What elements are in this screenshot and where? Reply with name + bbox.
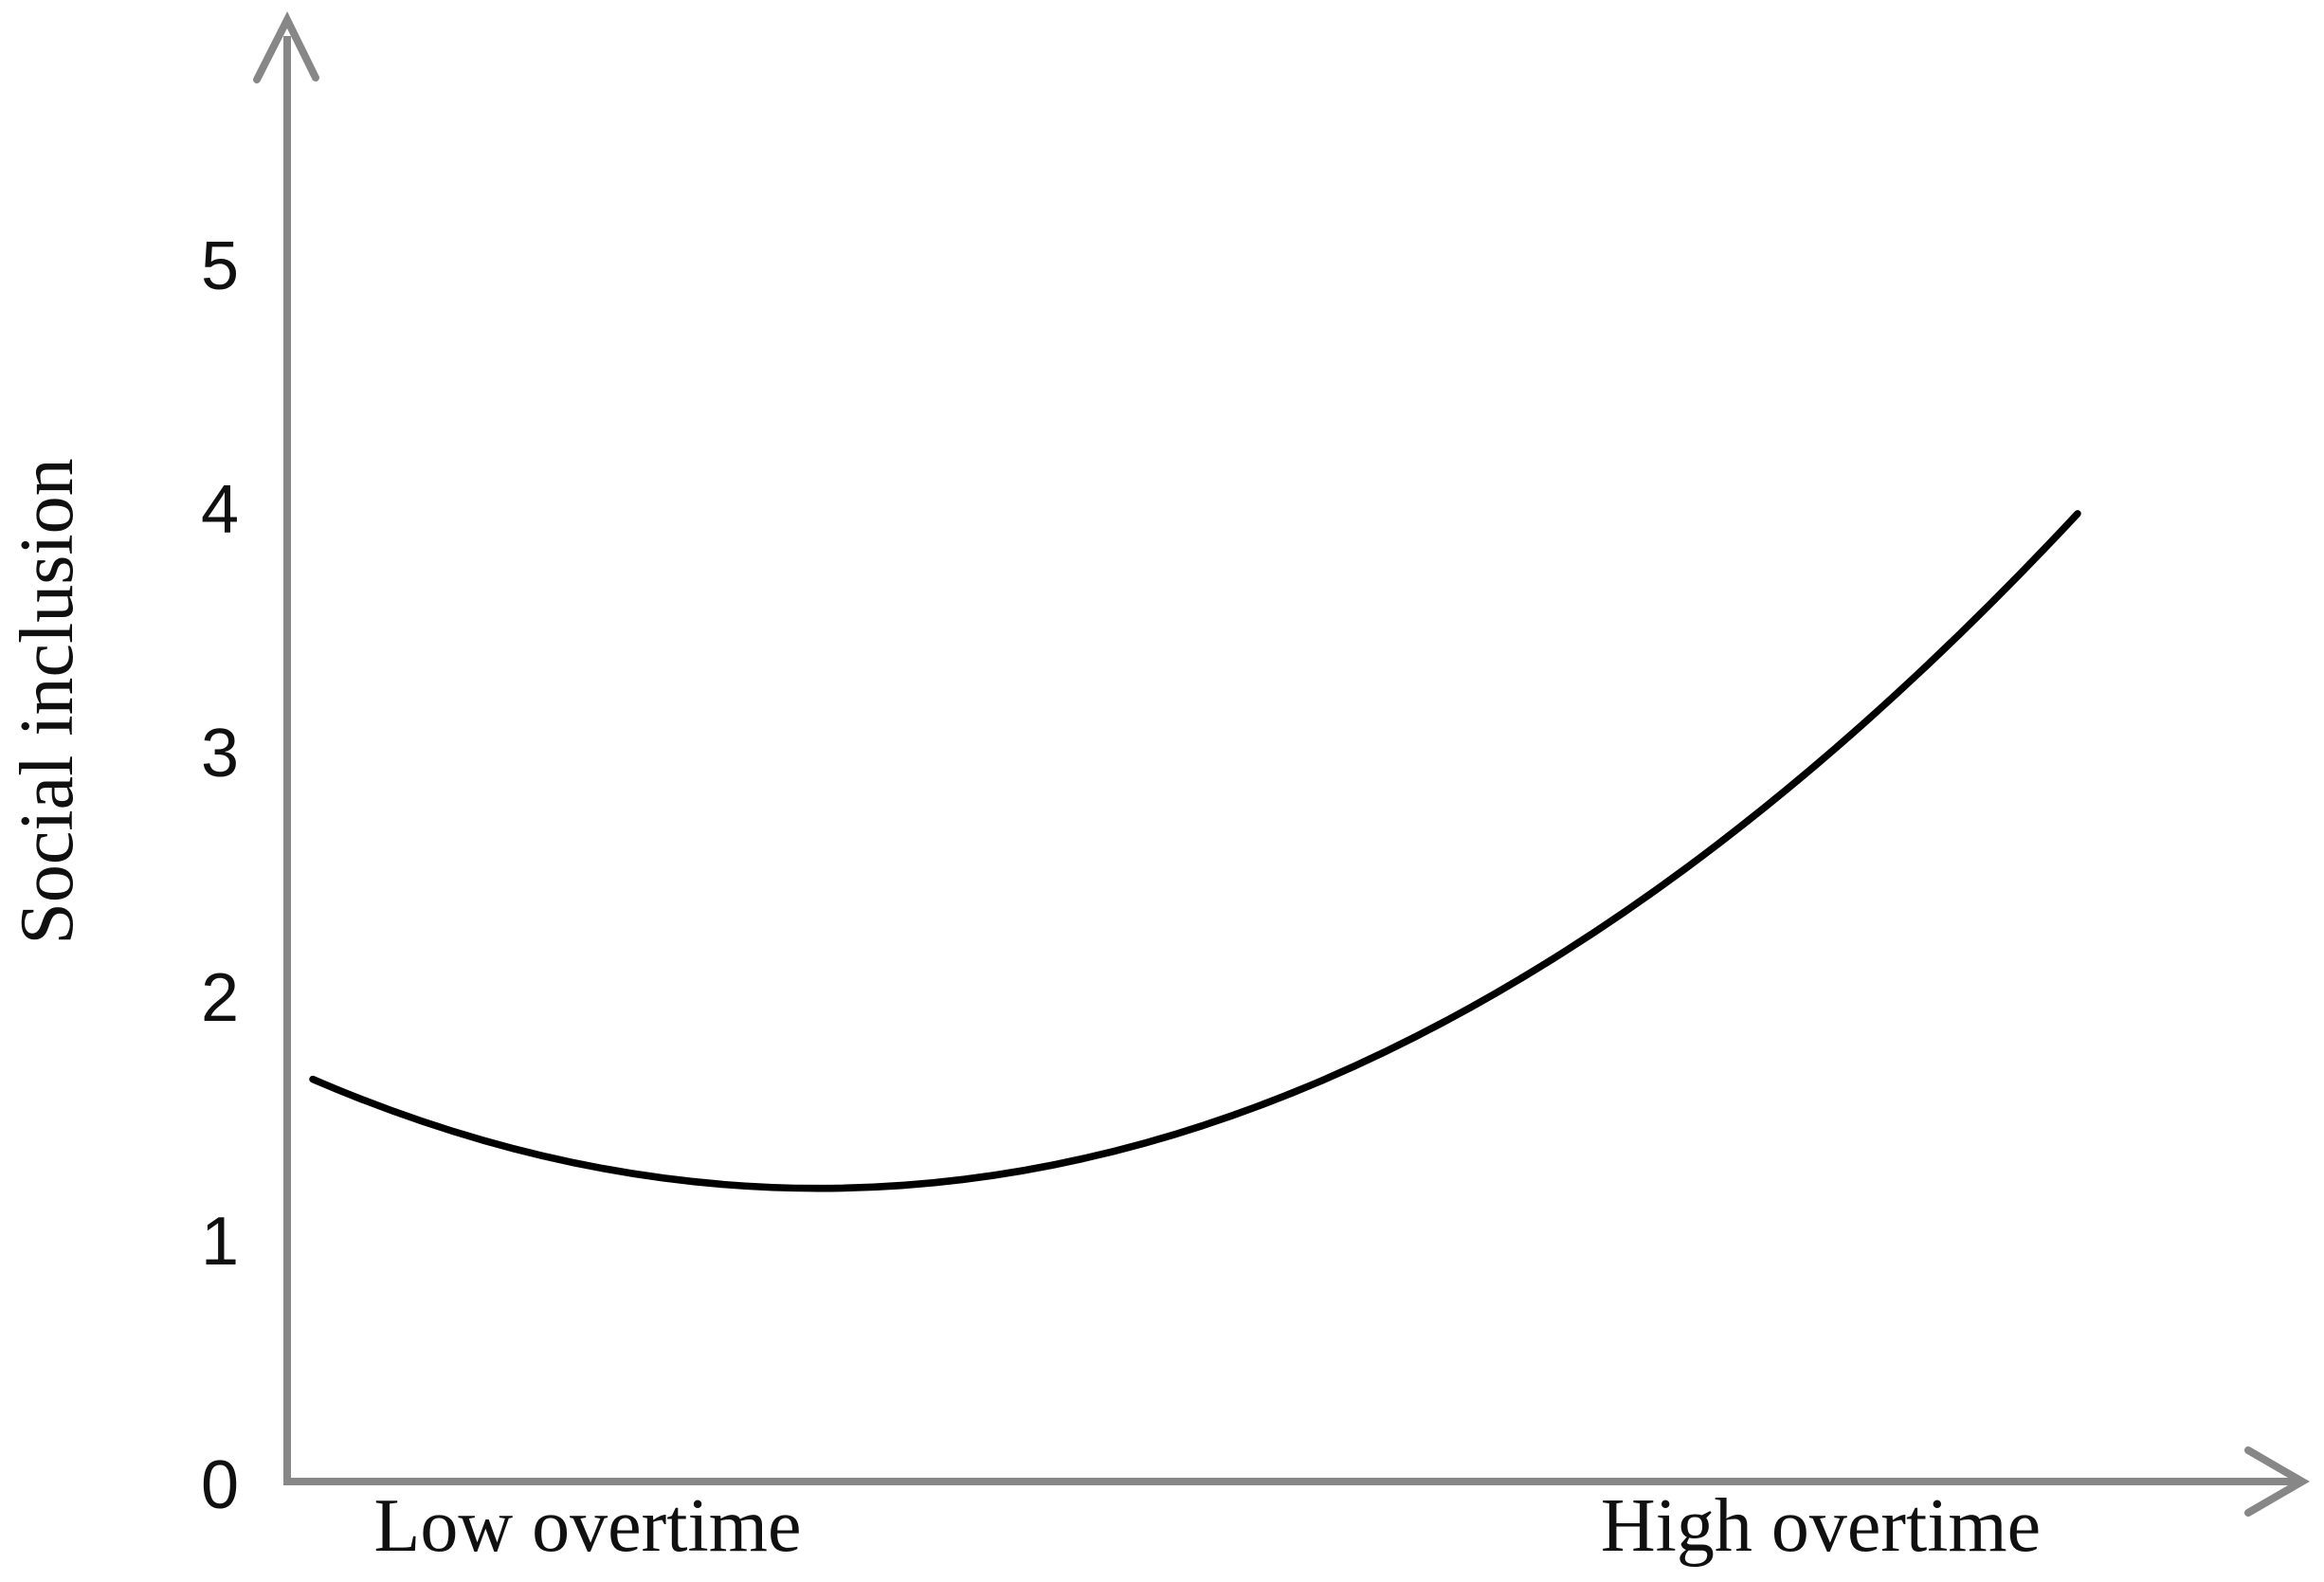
- y-axis-tick-labels: 0 1 2 3 4 5: [201, 228, 239, 1523]
- y-tick-label: 0: [201, 1447, 239, 1523]
- x-axis-arrow-icon: [2244, 1446, 2310, 1517]
- y-axis-title: Social inclusion: [6, 458, 89, 944]
- y-tick-label: 3: [201, 716, 239, 791]
- y-axis-arrow-icon: [253, 11, 319, 83]
- data-curve: [309, 510, 2081, 1192]
- y-tick-label: 4: [201, 472, 239, 548]
- y-tick-label: 1: [201, 1204, 239, 1280]
- y-tick-label: 2: [201, 960, 239, 1036]
- y-tick-label: 5: [201, 228, 239, 304]
- x-axis-label-high: High overtime: [1601, 1484, 2041, 1568]
- x-axis-label-low: Low overtime: [374, 1484, 802, 1568]
